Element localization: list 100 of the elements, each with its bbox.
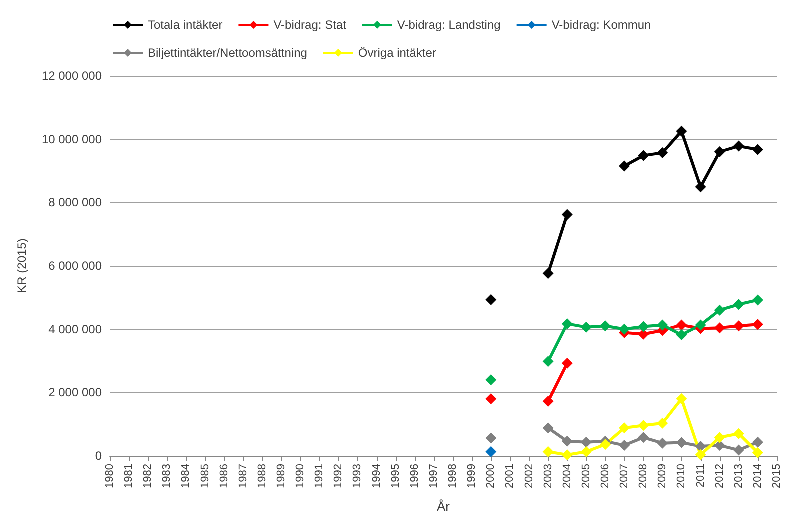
point [676, 330, 688, 341]
point [657, 438, 668, 449]
x-tick-label: 1991 [314, 464, 326, 488]
point [542, 422, 554, 434]
x-tick-label: 1984 [180, 464, 192, 488]
x-tick-label: 2007 [618, 464, 631, 488]
x-tick-label: 2013 [732, 464, 745, 488]
x-tick-label: 2004 [561, 464, 574, 488]
x-tick-label: 1996 [408, 464, 421, 488]
point [714, 440, 726, 452]
x-tick-label: 1994 [370, 464, 383, 488]
x-tick-label: 1982 [142, 464, 154, 488]
point [676, 437, 688, 448]
x-tick-label: 1995 [390, 464, 402, 488]
y-tick-label: 8 000 000 [48, 196, 102, 210]
x-tick-label: 2001 [504, 464, 516, 488]
point [752, 144, 764, 156]
x-tick-label: 2008 [638, 464, 650, 488]
x-tick-label: 2014 [752, 464, 764, 488]
point [695, 450, 706, 461]
y-tick-label: 10 000 000 [42, 132, 102, 146]
x-tick-label: 2011 [694, 464, 707, 488]
x-tick-label: 1985 [199, 464, 212, 488]
y-axis-title: KR (2015) [15, 238, 29, 294]
point [752, 447, 764, 458]
point [733, 444, 744, 456]
x-tick-label: 2015 [771, 464, 783, 488]
point [676, 394, 688, 404]
point [657, 320, 668, 331]
legend-label: V-bidrag: Landsting [397, 18, 501, 32]
point [733, 320, 744, 332]
y-tick-label: 4 000 000 [48, 322, 102, 336]
point [714, 304, 726, 316]
legend-label: Biljettintäkter/Nettoomsättning [148, 46, 308, 60]
point [638, 432, 650, 444]
point [486, 446, 497, 458]
x-tick-label: 1983 [161, 464, 174, 488]
point [562, 358, 573, 370]
x-tick-label: 2006 [599, 464, 612, 488]
point [486, 394, 497, 404]
point [638, 321, 650, 332]
point [486, 294, 497, 306]
x-tick-label: 1980 [104, 464, 116, 488]
point [676, 126, 688, 137]
point [733, 299, 744, 310]
point [695, 320, 706, 331]
y-tick-label: 12 000 000 [42, 69, 102, 83]
point [619, 422, 630, 434]
point [486, 374, 497, 386]
point [638, 420, 650, 432]
point [562, 436, 573, 447]
point [542, 356, 554, 368]
x-tick-label: 1990 [294, 464, 307, 488]
point [580, 436, 592, 448]
point [562, 209, 573, 220]
point [733, 140, 744, 152]
point [752, 294, 764, 306]
point [733, 428, 744, 440]
point [619, 324, 630, 335]
legend-label: V-bidrag: Stat [274, 18, 348, 32]
point [695, 182, 706, 193]
point [600, 439, 611, 450]
point [638, 150, 650, 162]
point [752, 319, 764, 330]
point [580, 446, 592, 458]
point [714, 432, 726, 444]
x-tick-label: 2005 [580, 464, 592, 488]
point [714, 146, 726, 158]
legend-label: Totala intäkter [148, 18, 223, 32]
x-axis-title: År [437, 499, 451, 514]
point [542, 396, 554, 408]
x-tick-label: 1986 [218, 464, 230, 488]
x-tick-label: 1988 [256, 464, 268, 488]
point [695, 441, 706, 452]
point [542, 268, 554, 280]
point [657, 418, 668, 429]
point [542, 446, 554, 458]
legend-label: Övriga intäkter [358, 46, 436, 60]
y-tick-label: 6 000 000 [48, 259, 102, 273]
legend-label: V-bidrag: Kommun [552, 18, 652, 32]
x-tick-label: 1989 [276, 464, 288, 488]
x-tick-label: 1987 [237, 464, 250, 488]
x-tick-label: 2000 [485, 464, 498, 488]
point [714, 322, 726, 334]
x-tick-label: 1992 [332, 464, 345, 488]
x-tick-label: 1998 [447, 464, 460, 488]
x-tick-label: 2009 [656, 464, 669, 488]
y-tick-label: 2 000 000 [48, 386, 102, 400]
x-tick-label: 2003 [542, 464, 554, 488]
x-tick-label: 2010 [676, 464, 688, 488]
point [657, 147, 668, 158]
point [752, 436, 764, 448]
x-tick-label: 2012 [714, 464, 726, 488]
y-tick-label: 0 [95, 449, 102, 463]
x-tick-label: 2002 [523, 464, 536, 488]
point [562, 450, 573, 461]
point [619, 440, 630, 452]
point [619, 160, 630, 172]
point [600, 320, 611, 332]
x-tick-label: 1993 [352, 464, 364, 488]
